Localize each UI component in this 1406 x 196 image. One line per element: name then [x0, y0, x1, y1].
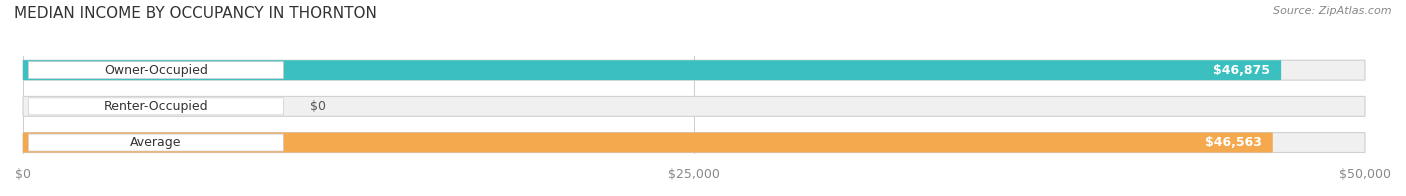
FancyBboxPatch shape — [22, 133, 1272, 152]
FancyBboxPatch shape — [28, 62, 284, 79]
FancyBboxPatch shape — [28, 134, 284, 151]
Text: Owner-Occupied: Owner-Occupied — [104, 64, 208, 77]
FancyBboxPatch shape — [22, 60, 1365, 80]
Text: Source: ZipAtlas.com: Source: ZipAtlas.com — [1274, 6, 1392, 16]
Text: $0: $0 — [311, 100, 326, 113]
FancyBboxPatch shape — [22, 96, 1365, 116]
FancyBboxPatch shape — [28, 98, 284, 115]
Text: $46,563: $46,563 — [1205, 136, 1263, 149]
FancyBboxPatch shape — [22, 133, 1365, 152]
Text: $46,875: $46,875 — [1213, 64, 1271, 77]
Text: Average: Average — [131, 136, 181, 149]
FancyBboxPatch shape — [22, 60, 1281, 80]
Text: MEDIAN INCOME BY OCCUPANCY IN THORNTON: MEDIAN INCOME BY OCCUPANCY IN THORNTON — [14, 6, 377, 21]
Text: Renter-Occupied: Renter-Occupied — [104, 100, 208, 113]
